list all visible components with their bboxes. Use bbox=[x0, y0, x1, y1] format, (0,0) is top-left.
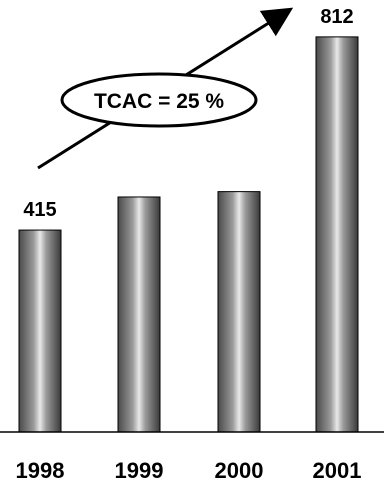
annotation-bubble: TCAC = 25 % bbox=[60, 72, 258, 128]
x-tick-label-1998: 1998 bbox=[16, 458, 65, 483]
bar-2001 bbox=[315, 36, 359, 433]
annotation-text: TCAC = 25 % bbox=[94, 90, 224, 113]
data-label-2001: 812 bbox=[320, 6, 353, 28]
x-tick-label-1999: 1999 bbox=[115, 458, 164, 483]
x-tick-label-2001: 2001 bbox=[313, 458, 362, 483]
tick-labels-group: 1998 1999 2000 2001 bbox=[16, 458, 362, 483]
data-labels-group: 415 812 bbox=[23, 6, 353, 221]
bar-2000 bbox=[217, 191, 261, 433]
annotation-ellipse bbox=[60, 72, 258, 128]
bars-group bbox=[18, 36, 359, 433]
data-label-1998: 415 bbox=[23, 199, 56, 221]
bar-1999 bbox=[117, 196, 161, 433]
bar-1998 bbox=[18, 229, 62, 433]
x-tick-label-2000: 2000 bbox=[215, 458, 264, 483]
